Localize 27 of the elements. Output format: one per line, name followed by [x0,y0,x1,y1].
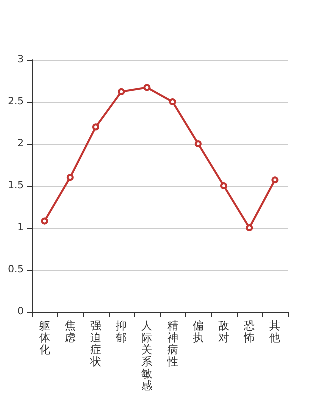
point [66,174,74,182]
y-tick-label: 2.5 [8,96,24,108]
x-tick-label: 人际关系敏感 [142,320,153,392]
x-tick-label: 恐怖 [243,320,256,344]
point [246,224,254,232]
y-tick-label: 0.5 [8,264,24,276]
x-tick-label: 焦虑 [64,320,76,344]
x-tick-label: 强迫症状 [90,320,102,368]
point [41,218,48,225]
point [118,88,126,96]
x-tick-label: 抑郁 [116,320,128,344]
point [220,182,228,190]
x-tick-label: 偏执 [192,320,204,344]
y-tick-label: 2 [18,138,24,150]
point [92,124,100,131]
x-tick-label: 精神病性 [166,320,178,368]
y-tick-label: 1 [18,222,24,234]
x-tick-label: 敌对 [218,320,230,344]
y-tick-label: 0 [18,306,24,318]
point [169,98,176,106]
point [272,176,279,184]
point [194,140,202,148]
y-tick-label: 3 [18,54,24,66]
y-tick-label: 1.5 [8,180,24,192]
x-tick-label: 其他 [270,320,281,344]
point [144,84,151,92]
x-tick-label: 躯体化 [39,320,50,356]
